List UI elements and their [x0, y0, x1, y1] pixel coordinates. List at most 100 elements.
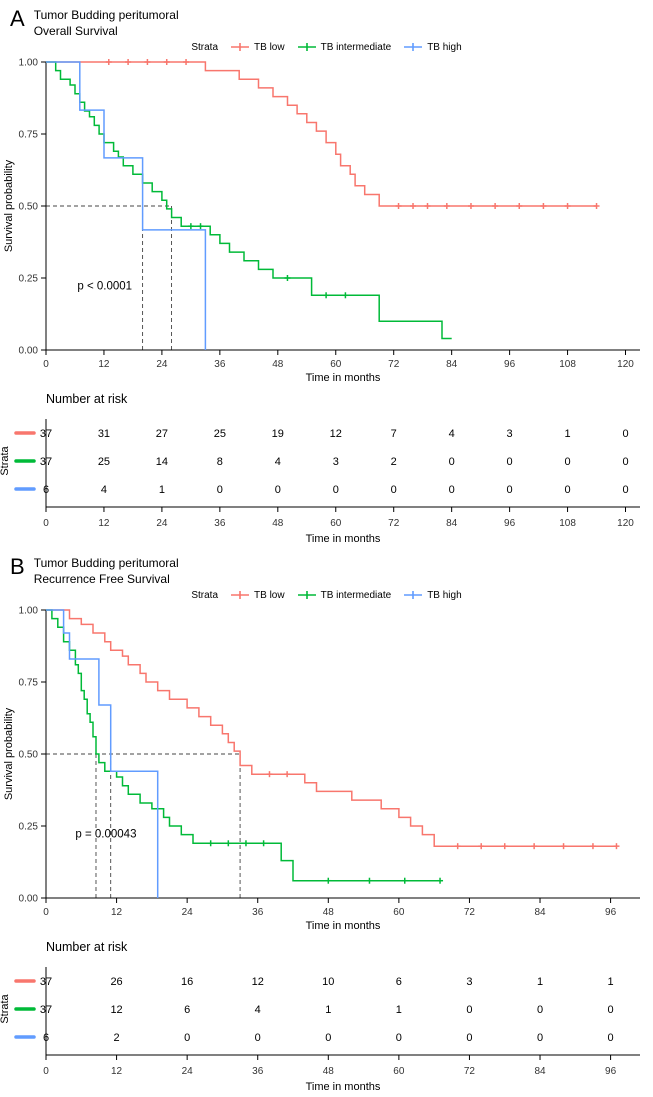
legend-item-tb-low: TB low	[228, 589, 285, 601]
svg-text:108: 108	[559, 359, 576, 370]
svg-text:84: 84	[446, 359, 458, 370]
legend-key-icon	[231, 43, 250, 51]
svg-text:0: 0	[622, 456, 628, 468]
x-axis-ticks: 0 12 24 36 48 60 72 84 96 108 120	[43, 350, 634, 370]
svg-text:96: 96	[504, 518, 516, 529]
svg-text:0.00: 0.00	[19, 346, 39, 357]
legend-key-icon	[404, 43, 423, 51]
svg-text:1: 1	[396, 1004, 402, 1016]
svg-text:2: 2	[391, 456, 397, 468]
risk-x-ticks: 0 12 24 36 48 60 72 84 96 108 120	[43, 507, 634, 529]
legend-item-tb-intermediate: TB intermediate	[295, 41, 392, 53]
svg-text:0.25: 0.25	[19, 822, 39, 833]
svg-text:0.75: 0.75	[19, 678, 39, 689]
y-axis-ticks: 1.00 0.75 0.50 0.25 0.00	[19, 58, 46, 357]
panel-title-line2: Overall Survival	[33, 23, 118, 38]
svg-text:0: 0	[507, 484, 513, 496]
risk-axes	[45, 967, 640, 1056]
svg-text:72: 72	[464, 907, 476, 918]
svg-text:0: 0	[608, 1032, 614, 1044]
svg-text:0: 0	[466, 1032, 472, 1044]
svg-text:36: 36	[214, 518, 226, 529]
legend-title: Strata	[191, 41, 219, 53]
svg-text:48: 48	[272, 518, 284, 529]
svg-text:0: 0	[396, 1032, 402, 1044]
svg-text:0: 0	[217, 484, 223, 496]
svg-text:16: 16	[181, 976, 193, 988]
svg-text:0: 0	[507, 456, 513, 468]
legend-title: Strata	[191, 589, 219, 601]
svg-text:37: 37	[40, 1004, 52, 1016]
svg-text:1: 1	[608, 976, 614, 988]
panel-title-line2: Recurrence Free Survival	[33, 571, 170, 586]
svg-text:0: 0	[622, 484, 628, 496]
svg-text:36: 36	[252, 1066, 264, 1077]
svg-text:72: 72	[388, 518, 400, 529]
risk-table-title: Number at risk	[46, 392, 128, 406]
svg-text:1: 1	[537, 976, 543, 988]
svg-text:37: 37	[40, 428, 52, 440]
svg-text:60: 60	[330, 359, 342, 370]
svg-text:3: 3	[507, 428, 513, 440]
svg-text:48: 48	[272, 359, 284, 370]
svg-text:0: 0	[325, 1032, 331, 1044]
x-axis-ticks: 0 12 24 36 48 60 72 84 96	[43, 898, 617, 918]
svg-text:0.50: 0.50	[19, 202, 39, 213]
legend-key-icon	[297, 43, 316, 51]
panel-b-recurrence-free-survival: B Tumor Budding peritumoral Recurrence F…	[0, 548, 653, 1096]
svg-text:72: 72	[464, 1066, 476, 1077]
svg-text:0: 0	[43, 359, 49, 370]
svg-text:96: 96	[605, 1066, 617, 1077]
x-axis-title: Time in months	[306, 920, 381, 932]
risk-table-title: Number at risk	[46, 940, 128, 954]
svg-text:25: 25	[98, 456, 110, 468]
km-curve-tb-high	[46, 609, 159, 898]
censor-marks-tb-intermediate	[207, 840, 444, 884]
svg-text:0: 0	[391, 484, 397, 496]
svg-text:0: 0	[466, 1004, 472, 1016]
svg-text:36: 36	[214, 359, 226, 370]
svg-text:2: 2	[114, 1032, 120, 1044]
y-axis-title: Survival probability	[3, 707, 15, 800]
panel-header: A Tumor Budding peritumoral Overall Surv…	[0, 8, 653, 40]
svg-text:12: 12	[111, 1066, 123, 1077]
svg-text:24: 24	[182, 1066, 194, 1077]
svg-text:60: 60	[330, 518, 342, 529]
legend-item-tb-high: TB high	[401, 589, 462, 601]
panel-a-overall-survival: A Tumor Budding peritumoral Overall Surv…	[0, 0, 653, 548]
svg-text:60: 60	[393, 907, 405, 918]
svg-text:4: 4	[275, 456, 281, 468]
risk-row-tb-high: 6 2 0 0 0 0 0 0 0	[14, 1032, 614, 1044]
svg-text:12: 12	[330, 428, 342, 440]
svg-text:8: 8	[217, 456, 223, 468]
legend-item-label: TB intermediate	[320, 41, 392, 53]
svg-text:96: 96	[605, 907, 617, 918]
svg-text:31: 31	[98, 428, 110, 440]
legend: Strata TB low TB intermediate TB high	[0, 588, 653, 602]
risk-table-recurrence-free-survival: 37 26 16 12 10 6 3 1 137 12 6 4 1 1 0 0 06 2 0 0 0 0 0 0 00 12 24 3…	[0, 967, 640, 1093]
legend-item-tb-intermediate: TB intermediate	[295, 589, 391, 601]
svg-text:0: 0	[564, 456, 570, 468]
panel-title-line1: Tumor Budding peritumoral	[33, 8, 179, 22]
svg-text:0: 0	[333, 484, 339, 496]
svg-text:0.00: 0.00	[19, 894, 39, 905]
svg-text:108: 108	[559, 518, 576, 529]
km-curve-tb-intermediate	[46, 61, 452, 340]
x-axis-title: Time in months	[306, 372, 381, 384]
risk-row-tb-high: 6 4 1 0 0 0 0 0 0 0 0	[14, 484, 629, 496]
risk-axes	[45, 419, 640, 508]
svg-text:37: 37	[40, 456, 52, 468]
svg-text:48: 48	[323, 1066, 335, 1077]
p-value-label: p = 0.00043	[75, 829, 136, 841]
risk-x-axis-title: Time in months	[306, 1081, 381, 1093]
km-curve-tb-intermediate	[46, 609, 444, 884]
risk-x-axis-title: Time in months	[306, 533, 381, 545]
legend-key-icon	[231, 591, 250, 599]
svg-text:0: 0	[43, 1066, 49, 1077]
censor-marks-tb-low	[266, 771, 620, 850]
svg-text:24: 24	[156, 359, 168, 370]
svg-text:19: 19	[272, 428, 284, 440]
svg-text:3: 3	[333, 456, 339, 468]
svg-text:14: 14	[156, 456, 168, 468]
km-curve-tb-high	[46, 61, 207, 350]
